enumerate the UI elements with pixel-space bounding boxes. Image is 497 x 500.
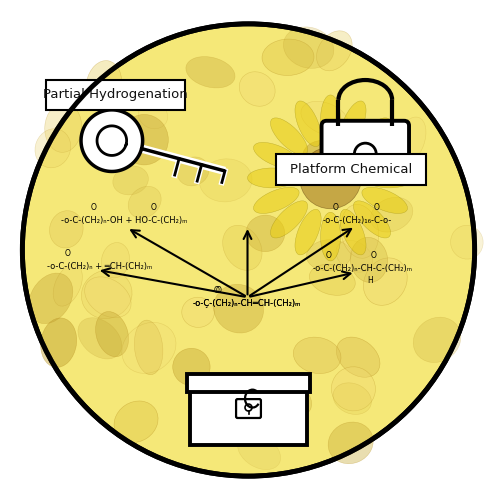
Ellipse shape xyxy=(333,383,371,414)
Ellipse shape xyxy=(113,166,149,195)
Ellipse shape xyxy=(128,186,161,218)
Text: O: O xyxy=(371,252,377,260)
FancyBboxPatch shape xyxy=(187,374,310,392)
Ellipse shape xyxy=(353,118,391,155)
FancyBboxPatch shape xyxy=(322,121,409,183)
Text: O: O xyxy=(326,252,332,260)
Ellipse shape xyxy=(214,284,263,333)
Ellipse shape xyxy=(246,215,285,252)
Text: -o-C-(CH₂)ₙ-CH═CH-(CH₂)ₘ: -o-C-(CH₂)ₙ-CH═CH-(CH₂)ₘ xyxy=(192,298,301,308)
Ellipse shape xyxy=(114,401,158,442)
Ellipse shape xyxy=(310,264,355,296)
Ellipse shape xyxy=(260,376,312,417)
Ellipse shape xyxy=(336,337,380,378)
Ellipse shape xyxy=(239,72,275,106)
Ellipse shape xyxy=(307,240,351,270)
Ellipse shape xyxy=(84,277,131,318)
Ellipse shape xyxy=(95,312,129,356)
Ellipse shape xyxy=(248,168,296,188)
Ellipse shape xyxy=(328,422,373,464)
Ellipse shape xyxy=(138,102,167,129)
Ellipse shape xyxy=(363,258,407,306)
Ellipse shape xyxy=(270,201,308,238)
Text: O: O xyxy=(150,203,156,212)
Text: O: O xyxy=(64,250,70,258)
Text: -o-C-(CH₂)ₙ-CH-C-(CH₂)ₘ: -o-C-(CH₂)ₙ-CH-C-(CH₂)ₘ xyxy=(313,264,413,273)
Ellipse shape xyxy=(253,188,299,214)
Ellipse shape xyxy=(238,434,281,470)
Text: Platform Chemical: Platform Chemical xyxy=(290,163,412,176)
Text: O: O xyxy=(333,203,339,212)
Ellipse shape xyxy=(340,204,379,258)
Ellipse shape xyxy=(223,225,262,270)
Text: O: O xyxy=(215,286,221,295)
Ellipse shape xyxy=(177,157,209,186)
Ellipse shape xyxy=(35,128,71,168)
Text: H: H xyxy=(367,276,373,285)
Ellipse shape xyxy=(350,238,388,282)
Ellipse shape xyxy=(317,31,352,71)
Ellipse shape xyxy=(53,264,83,306)
Ellipse shape xyxy=(262,39,314,76)
Text: O: O xyxy=(374,203,380,212)
Ellipse shape xyxy=(451,226,483,259)
Ellipse shape xyxy=(336,240,373,272)
Text: O: O xyxy=(90,203,96,212)
FancyBboxPatch shape xyxy=(46,80,185,110)
Ellipse shape xyxy=(362,188,408,214)
Text: -o-C-(CH₂)₁₆-C-o-: -o-C-(CH₂)₁₆-C-o- xyxy=(322,216,392,224)
Ellipse shape xyxy=(340,210,366,255)
FancyBboxPatch shape xyxy=(276,154,426,185)
Ellipse shape xyxy=(303,140,345,174)
FancyBboxPatch shape xyxy=(236,399,261,418)
Ellipse shape xyxy=(182,298,214,328)
Text: -o-C-(CH₂)ₙ-OH + HO-C-(CH₂)ₘ: -o-C-(CH₂)ₙ-OH + HO-C-(CH₂)ₘ xyxy=(61,216,187,224)
Ellipse shape xyxy=(283,27,334,68)
Ellipse shape xyxy=(41,318,77,368)
Ellipse shape xyxy=(321,95,340,144)
Ellipse shape xyxy=(270,118,308,155)
Ellipse shape xyxy=(186,56,235,88)
Text: -o-Ç-(CH₂)ₙ-CH═CH-(CH₂)ₘ: -o-Ç-(CH₂)ₙ-CH═CH-(CH₂)ₘ xyxy=(192,298,301,308)
Ellipse shape xyxy=(86,60,122,110)
Circle shape xyxy=(300,147,361,208)
FancyBboxPatch shape xyxy=(190,388,307,446)
Ellipse shape xyxy=(370,198,413,232)
Circle shape xyxy=(22,24,475,476)
Polygon shape xyxy=(81,110,143,172)
Ellipse shape xyxy=(414,317,461,362)
Ellipse shape xyxy=(122,322,176,374)
Ellipse shape xyxy=(301,102,349,136)
Ellipse shape xyxy=(321,212,340,261)
Ellipse shape xyxy=(82,270,132,318)
Text: -o-C-(CH₂)ₙ + ═CH-(CH₂)ₘ: -o-C-(CH₂)ₙ + ═CH-(CH₂)ₘ xyxy=(47,262,152,271)
Ellipse shape xyxy=(50,210,83,248)
Ellipse shape xyxy=(199,159,252,202)
Ellipse shape xyxy=(353,201,391,238)
Ellipse shape xyxy=(395,117,426,164)
Ellipse shape xyxy=(120,114,168,165)
Ellipse shape xyxy=(295,101,321,146)
Ellipse shape xyxy=(29,273,73,324)
Ellipse shape xyxy=(45,103,82,152)
Ellipse shape xyxy=(101,242,130,278)
Text: Partial Hydrogenation: Partial Hydrogenation xyxy=(43,88,188,102)
Ellipse shape xyxy=(362,142,408,169)
Text: O: O xyxy=(214,286,220,294)
Ellipse shape xyxy=(173,348,210,386)
Ellipse shape xyxy=(78,318,122,359)
Ellipse shape xyxy=(365,168,414,188)
Ellipse shape xyxy=(253,142,299,169)
Ellipse shape xyxy=(134,320,163,374)
Ellipse shape xyxy=(295,210,321,255)
Ellipse shape xyxy=(293,337,341,374)
Ellipse shape xyxy=(331,367,375,411)
Ellipse shape xyxy=(340,101,366,146)
